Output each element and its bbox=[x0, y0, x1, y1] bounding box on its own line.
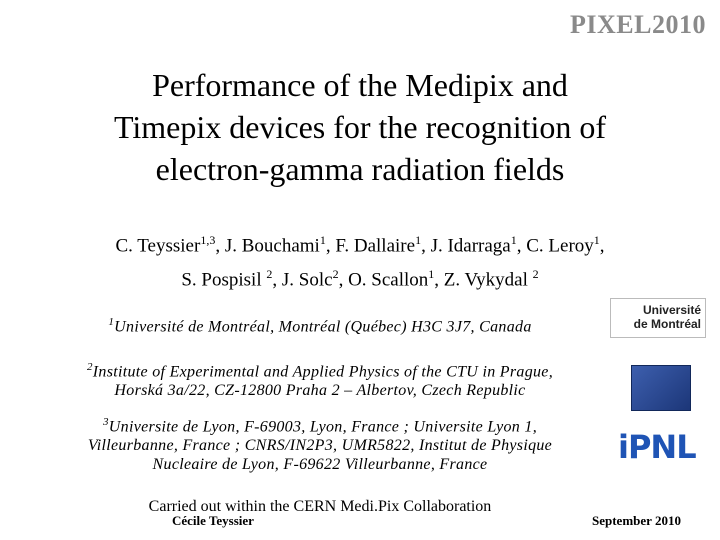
logo-text: Université bbox=[642, 303, 701, 317]
author-affiliation: 2 bbox=[266, 267, 273, 282]
author-affiliation: 2 bbox=[532, 267, 539, 282]
author-name: , J. Solc bbox=[272, 269, 333, 291]
author-name: , O. Scallon bbox=[338, 269, 429, 291]
author-name: , J. Idarraga bbox=[421, 235, 511, 257]
title-line: Timepix devices for the recognition of bbox=[113, 109, 607, 145]
author-affiliation: 2 bbox=[332, 267, 339, 282]
institute-emblem bbox=[631, 365, 691, 411]
presenter: Cécile Teyssier bbox=[172, 513, 254, 528]
affiliation-mark: 2 bbox=[86, 361, 93, 373]
authors: C. Teyssier1,3, J. Bouchami1, F. Dallair… bbox=[0, 226, 720, 295]
affiliation-mark: 1 bbox=[108, 316, 115, 328]
title-line: electron-gamma radiation fields bbox=[155, 151, 565, 187]
logo-text: de Montréal bbox=[633, 317, 701, 331]
author-affiliation: 1 bbox=[593, 233, 600, 247]
affiliation-text: Villeurbanne, France ; CNRS/IN2P3, UMR58… bbox=[87, 437, 553, 455]
affiliation: 3Universite de Lyon, F-69003, Lyon, Fran… bbox=[40, 413, 600, 474]
author-name: S. Pospisil bbox=[181, 269, 267, 291]
author-separator: , bbox=[599, 235, 605, 257]
title-line: Performance of the Medipix and bbox=[152, 67, 568, 103]
ipnl-logo: iPNL bbox=[618, 428, 697, 466]
author-line: S. Pospisil 2, J. Solc2, O. Scallon1, Z.… bbox=[0, 260, 720, 294]
affiliation-text: Universite de Lyon, F-69003, Lyon, Franc… bbox=[108, 418, 537, 436]
affiliation-text: Institute of Experimental and Applied Ph… bbox=[92, 363, 553, 381]
author-affiliation: 1 bbox=[319, 233, 326, 247]
author-name: , C. Leroy bbox=[516, 235, 594, 257]
affiliation-text: Horská 3a/22, CZ-12800 Praha 2 – Alberto… bbox=[114, 382, 526, 400]
affiliation-mark: 3 bbox=[102, 416, 109, 428]
collaboration: Carried out within the CERN Medi.Pix Col… bbox=[148, 498, 492, 515]
author-name: , Z. Vykydal bbox=[434, 269, 533, 291]
author-affiliation: 1,3 bbox=[200, 233, 216, 247]
author-affiliation: 1 bbox=[415, 233, 422, 247]
author-name: C. Teyssier bbox=[115, 235, 201, 257]
udem-logo: Université de Montréal bbox=[610, 298, 706, 338]
author-name: , J. Bouchami bbox=[215, 235, 320, 257]
author-name: , F. Dallaire bbox=[325, 235, 416, 257]
title: Performance of the Medipix and Timepix d… bbox=[0, 64, 720, 190]
affiliation-text: Nucleaire de Lyon, F-69622 Villeurbanne,… bbox=[152, 456, 488, 474]
conference-logo: PIXEL2010 bbox=[570, 10, 706, 39]
affiliation: 1Université de Montréal, Montréal (Québe… bbox=[40, 313, 600, 336]
affiliation-text: Université de Montréal, Montréal (Québec… bbox=[114, 318, 532, 336]
author-line: C. Teyssier1,3, J. Bouchami1, F. Dallair… bbox=[0, 226, 720, 260]
date: September 2010 bbox=[592, 513, 681, 528]
author-affiliation: 1 bbox=[510, 233, 517, 247]
author-affiliation: 1 bbox=[428, 267, 435, 282]
affiliation: 2Institute of Experimental and Applied P… bbox=[40, 358, 600, 400]
